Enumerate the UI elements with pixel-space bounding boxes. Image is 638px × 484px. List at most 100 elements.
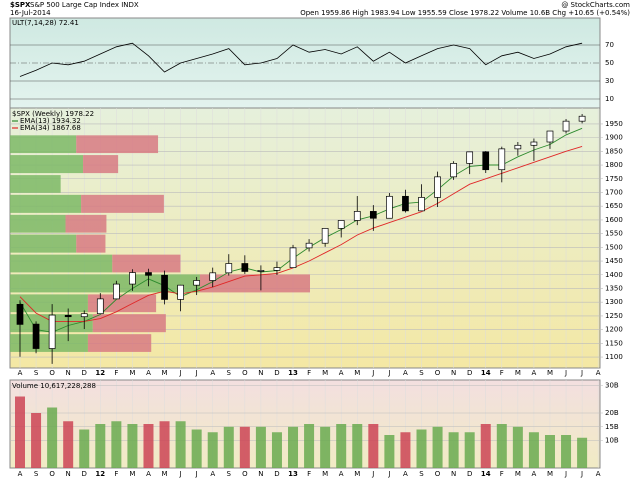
- x-tick-label: A: [146, 470, 151, 478]
- volume-bar: [111, 421, 122, 468]
- vbp-down: [81, 194, 164, 213]
- volume-bar: [496, 424, 507, 468]
- ult-title: ULT(7,14,28) 72.41: [12, 19, 79, 27]
- y-tick-label: 1600: [605, 216, 623, 224]
- x-tick-label: F: [307, 470, 311, 478]
- volume-bar: [577, 437, 588, 468]
- y-tick-label: 1800: [605, 161, 623, 169]
- y-tick-label: 1400: [605, 271, 623, 279]
- y-tick-label: 1300: [605, 298, 623, 306]
- vbp-down: [199, 274, 310, 293]
- x-tick-label: D: [82, 369, 87, 377]
- x-tick-label: M: [354, 470, 360, 478]
- volume-bar: [271, 432, 282, 468]
- x-tick-label: S: [34, 369, 39, 377]
- x-tick-label: N: [451, 470, 456, 478]
- volume-bar: [448, 432, 459, 468]
- x-tick-label: F: [114, 470, 118, 478]
- x-tick-label: S: [34, 470, 39, 478]
- candle-body: [386, 195, 393, 219]
- x-tick-label: D: [82, 470, 87, 478]
- candle-body: [96, 298, 104, 315]
- x-tick-label: A: [339, 470, 344, 478]
- x-tick-label: O: [242, 470, 248, 478]
- volume-bar: [400, 432, 411, 468]
- x-tick-label: 13: [288, 470, 298, 478]
- x-tick-label: M: [162, 369, 168, 377]
- volume-bar: [352, 424, 363, 468]
- x-tick-label: M: [322, 470, 328, 478]
- volume-bar: [63, 421, 74, 468]
- x-tick-label: 12: [95, 470, 105, 478]
- volume-bar: [528, 432, 539, 468]
- candle-body: [257, 270, 265, 272]
- x-tick-label: 14: [481, 470, 491, 478]
- candle-body: [321, 228, 329, 244]
- volume-bar: [95, 424, 106, 468]
- volume-bar: [15, 396, 25, 468]
- x-tick-label: J: [179, 470, 182, 478]
- candle-body: [129, 272, 136, 285]
- vbp-up: [10, 175, 61, 193]
- candle-body: [273, 267, 281, 271]
- candle-body: [402, 195, 409, 212]
- x-tick-label: O: [435, 470, 441, 478]
- x-tick-label: J: [387, 369, 390, 377]
- candle-body: [498, 148, 506, 171]
- y-tick-label: 10: [605, 95, 614, 103]
- ult-line: [19, 42, 583, 77]
- x-tick-label: F: [500, 470, 504, 478]
- x-tick-label: A: [339, 369, 344, 377]
- candle-body: [241, 263, 249, 272]
- vbp-up: [10, 194, 82, 213]
- index-name: S&P 500 Large Cap Index INDX: [30, 1, 139, 9]
- y-tick-label: 30B: [605, 382, 619, 390]
- x-tick-label: A: [18, 369, 23, 377]
- x-tick-label: J: [195, 470, 198, 478]
- y-tick-label: 1250: [605, 312, 623, 320]
- x-tick-label: 14: [481, 369, 491, 377]
- y-tick-label: 1150: [605, 339, 623, 347]
- candle-body: [48, 314, 56, 349]
- x-tick-label: A: [403, 369, 408, 377]
- x-tick-label: N: [258, 369, 263, 377]
- candle-body: [514, 144, 522, 150]
- y-tick-label: 1650: [605, 202, 623, 210]
- y-tick-label: 1550: [605, 230, 623, 238]
- vbp-up: [10, 135, 77, 154]
- x-tick-label: D: [274, 369, 279, 377]
- candle-body: [337, 220, 345, 229]
- volume-bar: [255, 426, 266, 468]
- volume-title: Volume 10,617,228,288: [12, 382, 96, 390]
- y-tick-label: 1750: [605, 175, 623, 183]
- price-title: $SPX (Weekly) 1978.22: [12, 110, 94, 118]
- y-tick-label: 50: [605, 59, 614, 67]
- volume-bar: [416, 429, 427, 468]
- x-tick-label: J: [564, 369, 567, 377]
- x-tick-label: N: [66, 470, 71, 478]
- candle-body: [209, 272, 217, 281]
- y-tick-label: 1450: [605, 257, 623, 265]
- x-tick-label: F: [114, 369, 118, 377]
- candle-body: [434, 176, 441, 198]
- volume-bar: [384, 435, 395, 468]
- volume-bar: [127, 424, 138, 468]
- x-tick-label: M: [547, 470, 553, 478]
- candle-body: [418, 197, 425, 212]
- x-tick-label: N: [451, 369, 456, 377]
- candle-body: [353, 211, 361, 221]
- ema-line: [19, 145, 583, 322]
- x-tick-label: A: [532, 470, 537, 478]
- x-tick-label: J: [580, 470, 583, 478]
- x-tick-label: 13: [288, 369, 298, 377]
- y-tick-label: 15B: [605, 423, 619, 431]
- x-tick-label: M: [129, 470, 135, 478]
- y-tick-label: 1350: [605, 284, 623, 292]
- volume-bar: [207, 432, 218, 468]
- x-tick-label: S: [419, 470, 424, 478]
- x-tick-label: F: [307, 369, 311, 377]
- volume-bar: [561, 435, 572, 468]
- vbp-down: [83, 155, 119, 174]
- date: 16-Jul-2014: [10, 9, 51, 17]
- volume-bar: [368, 424, 379, 468]
